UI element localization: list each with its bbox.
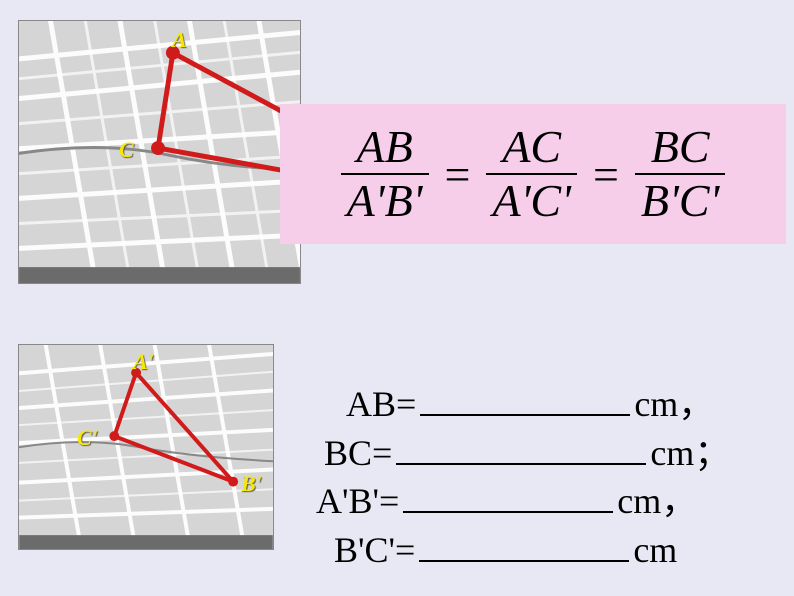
label-B-prime: B' [241, 471, 262, 497]
measure-punct-1: ； [694, 429, 730, 478]
measure-row-1: BC= cm ； [324, 429, 730, 478]
frac-2-num: AC [496, 123, 567, 173]
measure-punct-2: ， [661, 477, 697, 526]
measure-row-3: B'C'= cm [334, 526, 730, 575]
measure-label-0: AB= [346, 380, 416, 429]
measure-unit-0: cm [634, 380, 678, 429]
label-A: A [172, 27, 187, 53]
frac-1: AB A'B' [341, 123, 429, 226]
measure-row-2: A'B'= cm ， [316, 477, 730, 526]
frac-1-den: A'B' [341, 173, 429, 225]
equals-2: = [591, 148, 621, 201]
map-small-svg [19, 345, 273, 549]
similarity-ratio-formula: AB A'B' = AC A'C' = BC B'C' [341, 123, 726, 226]
measure-label-1: BC= [324, 429, 392, 478]
map-large-svg [19, 21, 300, 283]
frac-3-num: BC [645, 123, 716, 173]
measure-unit-1: cm [650, 429, 694, 478]
measure-unit-2: cm [617, 477, 661, 526]
frac-3: BC B'C' [635, 123, 725, 226]
equals-1: = [443, 148, 473, 201]
blank-2 [403, 481, 613, 513]
frac-2-den: A'C' [486, 173, 576, 225]
label-A-prime: A' [133, 349, 154, 375]
measure-unit-3: cm [633, 526, 677, 575]
measure-row-0: AB= cm ， [346, 380, 730, 429]
blank-0 [420, 384, 630, 416]
measure-label-3: B'C'= [334, 526, 415, 575]
map-large: A C [18, 20, 301, 284]
formula-box: AB A'B' = AC A'C' = BC B'C' [280, 104, 786, 244]
measurement-lines: AB= cm ， BC= cm ； A'B'= cm ， B'C'= cm [310, 380, 730, 574]
blank-3 [419, 529, 629, 561]
frac-2: AC A'C' [486, 123, 576, 226]
blank-1 [396, 432, 646, 464]
measure-punct-0: ， [678, 380, 714, 429]
label-C: C [119, 137, 134, 163]
map-small: A' C' B' [18, 344, 274, 550]
frac-1-num: AB [350, 123, 418, 173]
measure-label-2: A'B'= [316, 477, 399, 526]
label-C-prime: C' [77, 425, 98, 451]
frac-3-den: B'C' [635, 173, 725, 225]
